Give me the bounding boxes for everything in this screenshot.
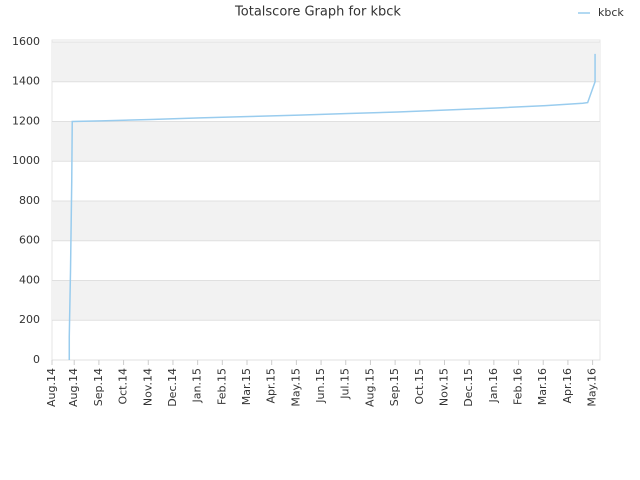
grid-band bbox=[52, 200, 600, 241]
grid-band bbox=[52, 280, 600, 321]
line bbox=[68, 53, 596, 360]
y-tick-label: 0 bbox=[33, 353, 40, 366]
x-tick-label: Aug.15 bbox=[363, 368, 376, 407]
x-tick-label: Oct.15 bbox=[413, 368, 426, 405]
x-tick-label: Jan.16 bbox=[487, 368, 500, 403]
grid-band bbox=[52, 121, 600, 162]
y-tick-label: 400 bbox=[19, 273, 40, 286]
x-tick-label: Dec.14 bbox=[166, 368, 179, 407]
y-tick-label: 1200 bbox=[12, 114, 40, 127]
x-tick-label: Sep.15 bbox=[388, 368, 401, 406]
x-tick-label: Aug.14 bbox=[67, 368, 80, 407]
y-tick-label: 600 bbox=[19, 234, 40, 247]
x-tick-label: Mar.16 bbox=[536, 368, 549, 405]
x-tick-label: Nov.15 bbox=[437, 368, 450, 406]
x-tick-label: Mar.15 bbox=[240, 368, 253, 405]
y-tick-label: 1000 bbox=[12, 154, 40, 167]
legend-label: kbck bbox=[598, 6, 624, 19]
x-tick-label: Oct.14 bbox=[117, 368, 130, 405]
x-tick-label: Jul.15 bbox=[339, 368, 352, 400]
y-tick-label: 1600 bbox=[12, 35, 40, 48]
x-tick-label: May.15 bbox=[289, 368, 302, 407]
x-tick-label: Jun.15 bbox=[314, 368, 327, 404]
y-tick-label: 1400 bbox=[12, 75, 40, 88]
x-tick-label: May.16 bbox=[586, 368, 599, 407]
x-tick-label: Aug.14 bbox=[45, 368, 58, 407]
x-tick-label: Nov.14 bbox=[141, 368, 154, 406]
x-tick-label: Dec.15 bbox=[462, 368, 475, 407]
grid-band bbox=[52, 41, 600, 82]
x-tick-label: Feb.16 bbox=[512, 368, 525, 405]
x-tick-label: Apr.16 bbox=[561, 368, 574, 404]
chart-title: Totalscore Graph for kbck bbox=[234, 5, 401, 20]
x-tick-label: Jan.15 bbox=[191, 368, 204, 403]
x-tick-label: Sep.14 bbox=[92, 368, 105, 406]
y-tick-label: 800 bbox=[19, 194, 40, 207]
y-tick-label: 200 bbox=[19, 313, 40, 326]
x-tick-label: Apr.15 bbox=[265, 368, 278, 404]
x-tick-label: Feb.15 bbox=[215, 368, 228, 405]
